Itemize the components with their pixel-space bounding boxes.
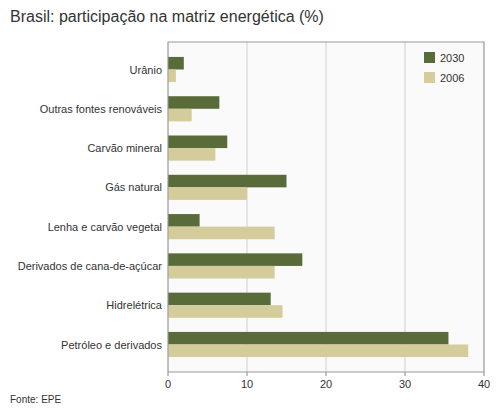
bar (168, 57, 184, 70)
bar (168, 305, 283, 318)
category-label: Hidrelétrica (106, 299, 163, 311)
bar (168, 175, 287, 188)
tick-label: 40 (478, 378, 490, 390)
bar (168, 253, 302, 266)
tick-mark (247, 372, 248, 376)
bar (168, 227, 275, 240)
plot-frame (168, 42, 484, 372)
category-label: Lenha e carvão vegetal (48, 221, 162, 233)
plot-background (168, 42, 484, 372)
bar (168, 148, 215, 161)
legend-swatch (424, 72, 435, 83)
bar (168, 345, 468, 358)
bar (168, 109, 192, 122)
category-label: Urânio (130, 64, 162, 76)
footer: Fonte: EPE (10, 394, 61, 405)
bar (168, 266, 275, 279)
category-label: Derivados de cana-de-açúcar (18, 260, 163, 272)
chart-svg: Brasil: participação na matriz energétic… (0, 0, 500, 409)
tick-label: 30 (399, 378, 411, 390)
bar (168, 70, 176, 83)
bars (168, 57, 468, 357)
tick-mark (484, 372, 485, 376)
legend-swatch (424, 52, 435, 63)
category-label: Petróleo e derivados (61, 339, 162, 351)
bar (168, 96, 219, 109)
title: Brasil: participação na matriz energétic… (10, 8, 324, 25)
grid-line (326, 42, 327, 372)
category-label: Outras fontes renováveis (40, 103, 163, 115)
bar (168, 214, 200, 227)
bar (168, 136, 227, 149)
tick-label: 10 (241, 378, 253, 390)
chart-container: Brasil: participação na matriz energétic… (0, 0, 500, 409)
grid-line (405, 42, 406, 372)
category-label: Carvão mineral (87, 142, 162, 154)
category-label: Gás natural (105, 181, 162, 193)
legend-label: 2030 (440, 52, 464, 64)
legend-label: 2006 (440, 72, 464, 84)
tick-mark (168, 372, 169, 376)
bar (168, 293, 271, 306)
tick-label: 0 (165, 378, 171, 390)
bar (168, 187, 247, 200)
tick-label: 20 (320, 378, 332, 390)
tick-mark (326, 372, 327, 376)
legend: 2030 2006 (424, 52, 464, 84)
bar (168, 332, 448, 345)
tick-mark (405, 372, 406, 376)
grid-line (247, 42, 248, 372)
